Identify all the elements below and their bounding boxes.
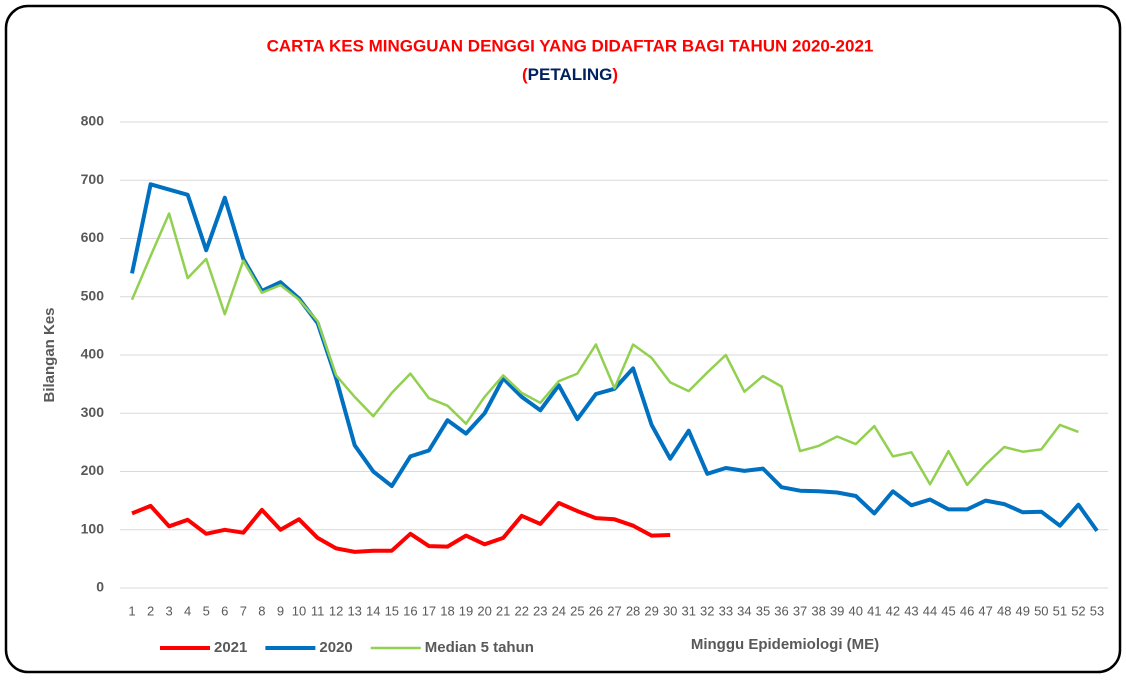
x-tick-label: 25 xyxy=(570,603,584,618)
x-tick-label: 6 xyxy=(221,603,228,618)
x-tick-label: 2 xyxy=(147,603,154,618)
x-tick-label: 22 xyxy=(514,603,528,618)
x-tick-label: 38 xyxy=(811,603,825,618)
x-tick-label: 52 xyxy=(1071,603,1085,618)
x-tick-label: 26 xyxy=(589,603,603,618)
x-tick-label: 21 xyxy=(496,603,510,618)
x-tick-label: 32 xyxy=(700,603,714,618)
x-tick-label: 51 xyxy=(1053,603,1067,618)
chart-frame xyxy=(4,4,1122,674)
x-tick-label: 47 xyxy=(978,603,992,618)
x-tick-label: 29 xyxy=(644,603,658,618)
x-tick-label: 10 xyxy=(292,603,306,618)
x-tick-label: 18 xyxy=(440,603,454,618)
x-tick-label: 49 xyxy=(1016,603,1030,618)
x-tick-label: 16 xyxy=(403,603,417,618)
x-tick-label: 13 xyxy=(347,603,361,618)
x-tick-label: 27 xyxy=(607,603,621,618)
x-tick-label: 37 xyxy=(793,603,807,618)
legend-label: 2021 xyxy=(214,639,247,656)
x-tick-label: 12 xyxy=(329,603,343,618)
series-line xyxy=(131,501,671,554)
y-tick-label: 500 xyxy=(81,287,105,303)
x-axis-label: Minggu Epidemiologi (ME) xyxy=(691,636,879,653)
x-tick-label: 53 xyxy=(1090,603,1104,618)
x-tick-label: 40 xyxy=(849,603,863,618)
x-tick-label: 9 xyxy=(277,603,284,618)
legend-label: Median 5 tahun xyxy=(425,639,534,656)
x-tick-label: 4 xyxy=(184,603,191,618)
x-tick-label: 44 xyxy=(923,603,937,618)
x-tick-label: 15 xyxy=(385,603,399,618)
subtitle-part: ) xyxy=(612,65,618,84)
y-tick-label: 300 xyxy=(81,404,105,420)
x-tick-label: 5 xyxy=(203,603,210,618)
chart-subtitle: (PETALING) xyxy=(522,65,618,84)
x-tick-label: 1 xyxy=(128,603,135,618)
y-tick-label: 700 xyxy=(81,171,105,187)
y-axis-label: Bilangan Kes xyxy=(41,307,58,402)
y-tick-label: 100 xyxy=(81,520,105,536)
x-tick-label: 34 xyxy=(737,603,751,618)
x-tick-label: 20 xyxy=(477,603,491,618)
x-tick-label: 24 xyxy=(552,603,566,618)
x-tick-label: 31 xyxy=(681,603,695,618)
subtitle-part: ( xyxy=(522,65,528,84)
x-tick-label: 35 xyxy=(756,603,770,618)
y-tick-label: 200 xyxy=(81,462,105,478)
legend-label: 2020 xyxy=(319,639,352,656)
y-tick-label: 0 xyxy=(96,579,104,595)
y-tick-label: 800 xyxy=(81,113,105,129)
x-tick-label: 11 xyxy=(311,603,325,618)
x-tick-label: 30 xyxy=(663,603,677,618)
x-tick-label: 45 xyxy=(941,603,955,618)
x-tick-label: 8 xyxy=(258,603,265,618)
x-tick-label: 33 xyxy=(719,603,733,618)
series-line xyxy=(130,212,1079,487)
x-tick-label: 19 xyxy=(459,603,473,618)
y-tick-label: 600 xyxy=(81,229,105,245)
chart-title: CARTA KES MINGGUAN DENGGI YANG DIDAFTAR … xyxy=(267,36,874,55)
x-tick-label: 23 xyxy=(533,603,547,618)
subtitle-part: PETALING xyxy=(528,65,613,84)
x-tick-label: 3 xyxy=(165,603,172,618)
x-tick-label: 43 xyxy=(904,603,918,618)
x-tick-label: 46 xyxy=(960,603,974,618)
x-tick-label: 39 xyxy=(830,603,844,618)
x-tick-label: 42 xyxy=(886,603,900,618)
y-tick-label: 400 xyxy=(81,346,105,362)
x-tick-label: 48 xyxy=(997,603,1011,618)
x-tick-label: 17 xyxy=(422,603,436,618)
x-tick-label: 14 xyxy=(366,603,380,618)
x-tick-label: 41 xyxy=(867,603,881,618)
x-tick-label: 36 xyxy=(774,603,788,618)
x-tick-label: 28 xyxy=(626,603,640,618)
x-tick-label: 7 xyxy=(240,603,247,618)
x-tick-label: 50 xyxy=(1034,603,1048,618)
